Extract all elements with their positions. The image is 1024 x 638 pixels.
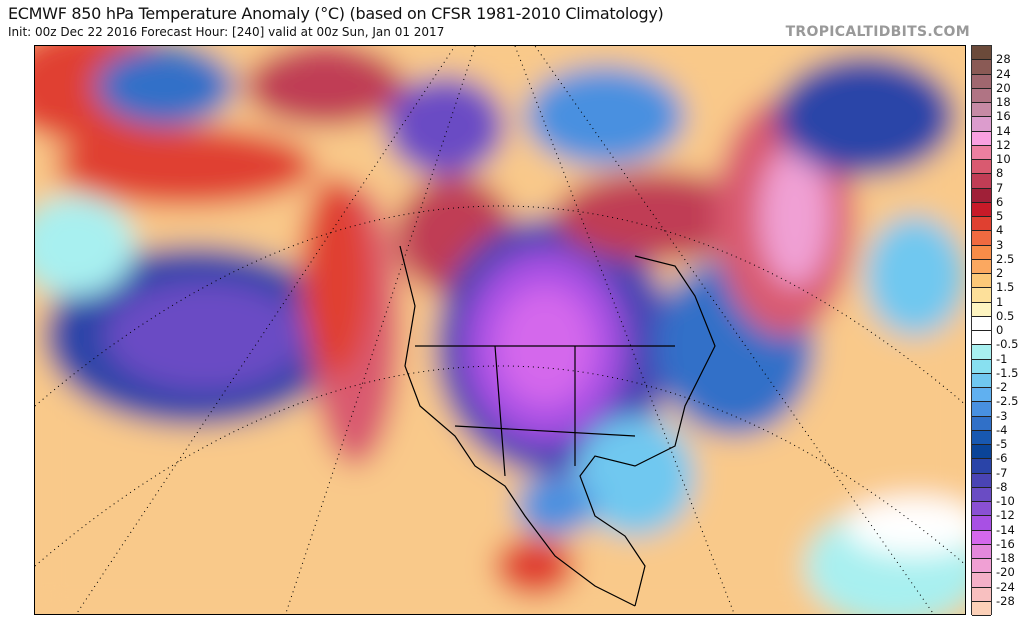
colorbar-label: -1.5 [996, 365, 1019, 380]
colorbar-bin [972, 559, 991, 574]
colorbar-label: -4 [996, 422, 1008, 437]
colorbar-label: -12 [996, 508, 1015, 523]
colorbar-label: -28 [996, 593, 1015, 608]
colorbar-bin [972, 217, 991, 232]
colorbar-label: 24 [996, 66, 1011, 81]
colorbar-label: 6 [996, 194, 1004, 209]
colorbar-label: -3 [996, 408, 1008, 423]
colorbar-label: 7 [996, 180, 1004, 195]
colorbar-bin [972, 473, 991, 488]
colorbar-bin [972, 544, 991, 559]
colorbar-bin [972, 516, 991, 531]
colorbar-bin [972, 245, 991, 260]
temperature-anomaly-map [34, 45, 966, 615]
colorbar-label: -10 [996, 494, 1015, 508]
colorbar-bin [972, 131, 991, 146]
colorbar-bin [972, 302, 991, 317]
colorbar-label: 10 [996, 152, 1011, 166]
colorbar [971, 45, 992, 616]
colorbar-bin [972, 145, 991, 160]
colorbar-label: -20 [996, 565, 1015, 580]
colorbar-label: 2 [996, 266, 1004, 280]
colorbar-bin [972, 274, 991, 289]
colorbar-bin [972, 46, 991, 61]
colorbar-bin [972, 174, 991, 189]
colorbar-label: 0.5 [996, 308, 1015, 323]
map-subtitle: Init: 00z Dec 22 2016 Forecast Hour: [24… [8, 25, 445, 39]
colorbar-label: 20 [996, 80, 1011, 95]
colorbar-label: 5 [996, 209, 1004, 223]
colorbar-bin [972, 530, 991, 545]
colorbar-label: 1 [996, 294, 1004, 309]
colorbar-bin [972, 188, 991, 203]
colorbar-label: -2.5 [996, 394, 1019, 409]
colorbar-bin [972, 445, 991, 460]
colorbar-bin [972, 60, 991, 75]
colorbar-bin [972, 587, 991, 602]
colorbar-label: -2 [996, 380, 1008, 394]
colorbar-bin [972, 345, 991, 360]
colorbar-label: -18 [996, 551, 1015, 565]
colorbar-bin [972, 103, 991, 118]
colorbar-label: -24 [996, 579, 1015, 594]
colorbar-label: 18 [996, 95, 1011, 109]
colorbar-bin [972, 259, 991, 274]
colorbar-bin [972, 316, 991, 331]
colorbar-bin [972, 202, 991, 217]
coastlines [399, 245, 716, 607]
colorbar-bin [972, 487, 991, 502]
colorbar-label: -7 [996, 465, 1008, 480]
colorbar-bin [972, 502, 991, 517]
colorbar-bin [972, 117, 991, 132]
colorbar-label: 2.5 [996, 251, 1015, 266]
colorbar-bin [972, 459, 991, 474]
colorbar-bin [972, 573, 991, 588]
colorbar-bin [972, 88, 991, 103]
colorbar-bin [972, 373, 991, 388]
colorbar-label: -5 [996, 437, 1008, 451]
anomaly-field [35, 46, 965, 614]
colorbar-label: -1 [996, 351, 1008, 366]
colorbar-label: 8 [996, 166, 1004, 181]
map-title: ECMWF 850 hPa Temperature Anomaly (°C) (… [8, 4, 664, 23]
colorbar-bin [972, 430, 991, 445]
graticule [35, 46, 965, 614]
colorbar-bin [972, 231, 991, 246]
colorbar-label: 16 [996, 109, 1011, 124]
colorbar-label: -0.5 [996, 337, 1019, 352]
colorbar-bin [972, 402, 991, 417]
colorbar-label: -16 [996, 536, 1015, 551]
colorbar-label: -14 [996, 522, 1015, 537]
brand-watermark: TROPICALTIDBITS.COM [785, 24, 970, 40]
colorbar-label: 28 [996, 52, 1011, 67]
colorbar-bin [972, 160, 991, 175]
colorbar-bin [972, 288, 991, 303]
colorbar-bin [972, 359, 991, 374]
colorbar-label: 4 [996, 223, 1004, 238]
colorbar-label: 0 [996, 323, 1004, 337]
colorbar-bin [972, 601, 991, 616]
colorbar-label: -6 [996, 451, 1008, 466]
colorbar-bin [972, 416, 991, 431]
colorbar-label: 12 [996, 137, 1011, 152]
colorbar-label: 1.5 [996, 280, 1015, 295]
colorbar-label: 14 [996, 123, 1011, 138]
colorbar-bin [972, 388, 991, 403]
colorbar-label: 3 [996, 237, 1004, 252]
colorbar-label: -8 [996, 479, 1008, 494]
colorbar-bin [972, 74, 991, 89]
colorbar-bin [972, 331, 991, 346]
